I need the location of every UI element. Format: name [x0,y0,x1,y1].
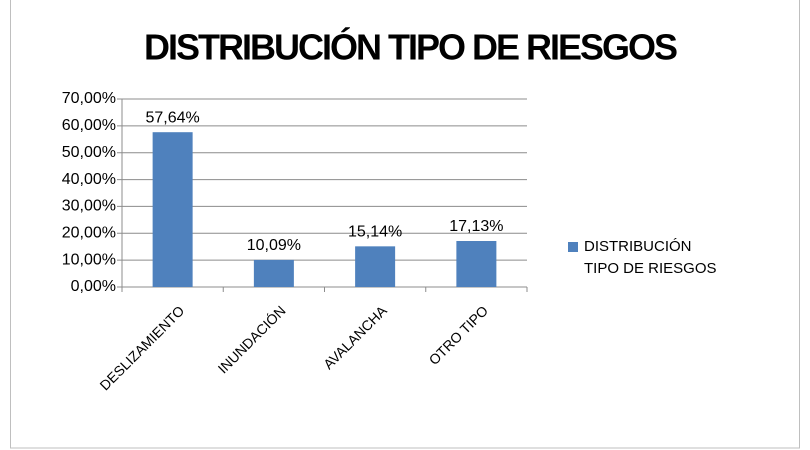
data-label: 15,14% [348,224,402,241]
x-tick-label: AVALANCHA [320,302,390,372]
y-tick-label: 50,00% [62,144,116,161]
y-tick-label: 70,00% [62,90,116,107]
y-tick-label: 40,00% [62,171,116,188]
chart-border [10,0,800,449]
bar [253,259,294,287]
x-tick-label: DESLIZAMIENTO [96,302,187,393]
legend-swatch [568,242,578,252]
y-tick-label: 30,00% [62,198,116,215]
legend: DISTRIBUCIÓN TIPO DE RIESGOS [568,236,728,280]
data-label: 10,09% [247,237,301,254]
x-tick-label: INUNDACIÓN [215,302,289,376]
bar [152,132,193,287]
y-tick-label: 60,00% [62,117,116,134]
bar [355,246,396,287]
y-tick-label: 0,00% [71,278,116,295]
y-tick-label: 10,00% [62,251,116,268]
x-tick-label: OTRO TIPO [426,302,492,368]
y-tick-label: 20,00% [62,225,116,242]
chart-title: DISTRIBUCIÓN TIPO DE RIESGOS [144,26,677,68]
data-label: 57,64% [145,109,199,126]
data-label: 17,13% [449,218,503,235]
bar [456,240,497,287]
legend-label: DISTRIBUCIÓN TIPO DE RIESGOS [584,238,717,277]
